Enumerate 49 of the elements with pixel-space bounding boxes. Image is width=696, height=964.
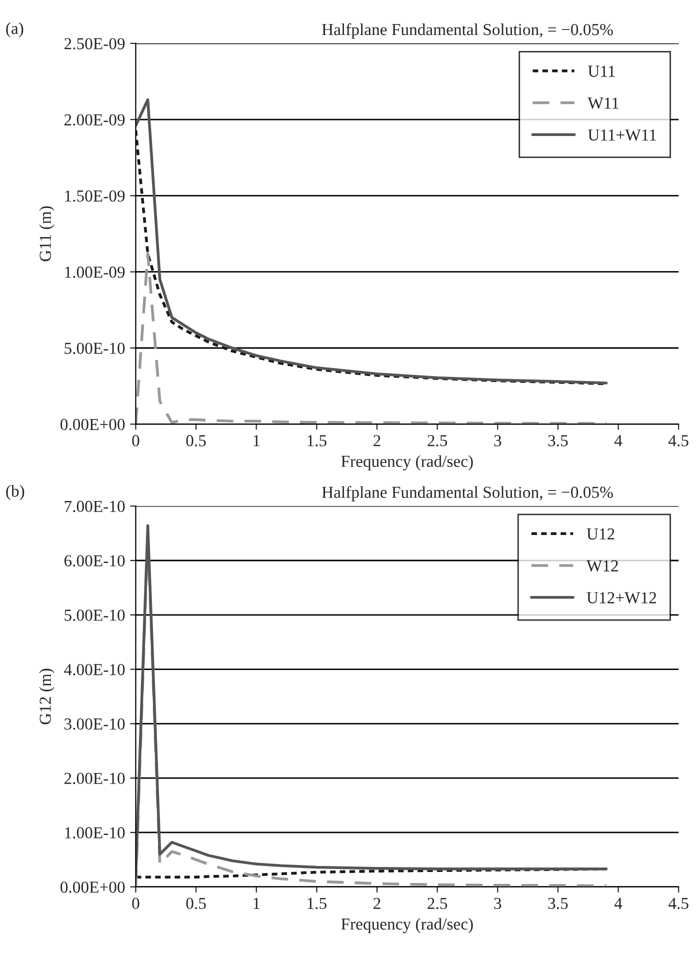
x-tick-label: 1.5 xyxy=(308,435,326,446)
x-tick-label: 1.5 xyxy=(308,898,326,910)
y-tick-label: 0.00E+00 xyxy=(60,418,125,430)
y-axis-title: G11 (m) xyxy=(39,206,54,262)
x-tick-label: 1 xyxy=(254,435,260,446)
x-tick-label: 4 xyxy=(614,898,622,909)
y-tick-label: 1.50E-09 xyxy=(65,190,125,202)
y-tick-label: 2.00E-09 xyxy=(64,114,125,126)
y-axis-title: G12 (m) xyxy=(39,668,54,724)
x-tick-label: 3 xyxy=(494,898,502,910)
chart-title: Halfplane Fundamental Solution, = −0.05% xyxy=(322,486,613,502)
legend-label: U12+W12 xyxy=(586,592,656,604)
text: (a) xyxy=(6,22,24,38)
x-axis-title: Frequency (rad/sec) xyxy=(341,918,473,934)
line-series xyxy=(136,252,608,424)
x-tick-label: 0.5 xyxy=(186,898,206,910)
x-tick-label: 4.5 xyxy=(668,435,688,446)
y-tick-label: 2.00E-10 xyxy=(64,772,125,784)
y-tick-label: 1.00E-09 xyxy=(65,266,125,278)
y-tick-label: 2.50E-09 xyxy=(64,38,125,50)
legend-label: W11 xyxy=(588,98,618,109)
x-tick-label: 3.5 xyxy=(548,898,568,910)
x-tick-label: 2.5 xyxy=(428,435,448,446)
y-tick-label: 5.00E-10 xyxy=(64,610,125,621)
chart-title: Halfplane Fundamental Solution, = −0.05% xyxy=(322,23,613,39)
x-tick-label: 2.5 xyxy=(428,898,448,910)
x-tick-label: 3.5 xyxy=(548,435,568,446)
legend-label: U11 xyxy=(588,66,615,77)
x-axis-title: Frequency (rad/sec) xyxy=(341,455,473,470)
x-tick-label: 2 xyxy=(374,898,380,909)
legend-label: U12 xyxy=(586,528,614,540)
y-tick-label: 7.00E-10 xyxy=(64,500,125,512)
x-tick-label: 4 xyxy=(614,435,622,446)
x-tick-label: 0.5 xyxy=(186,435,206,446)
x-tick-label: 1 xyxy=(254,898,260,909)
y-tick-label: 6.00E-10 xyxy=(64,555,125,567)
x-tick-label: 2 xyxy=(374,435,380,446)
legend-label: W12 xyxy=(586,560,618,572)
text: (b) xyxy=(6,485,24,500)
y-tick-label: 0.00E+00 xyxy=(60,882,125,893)
x-tick-label: 4.5 xyxy=(668,898,688,910)
y-tick-label: 1.00E-10 xyxy=(65,827,125,838)
y-tick-label: 4.00E-10 xyxy=(64,664,125,676)
legend-label: U11+W11 xyxy=(588,129,656,141)
y-tick-label: 5.00E-10 xyxy=(64,342,125,354)
x-tick-label: 3 xyxy=(494,435,502,446)
x-tick-label: 0 xyxy=(132,435,140,446)
x-tick-label: 0 xyxy=(132,898,140,910)
y-tick-label: 3.00E-10 xyxy=(64,718,125,730)
